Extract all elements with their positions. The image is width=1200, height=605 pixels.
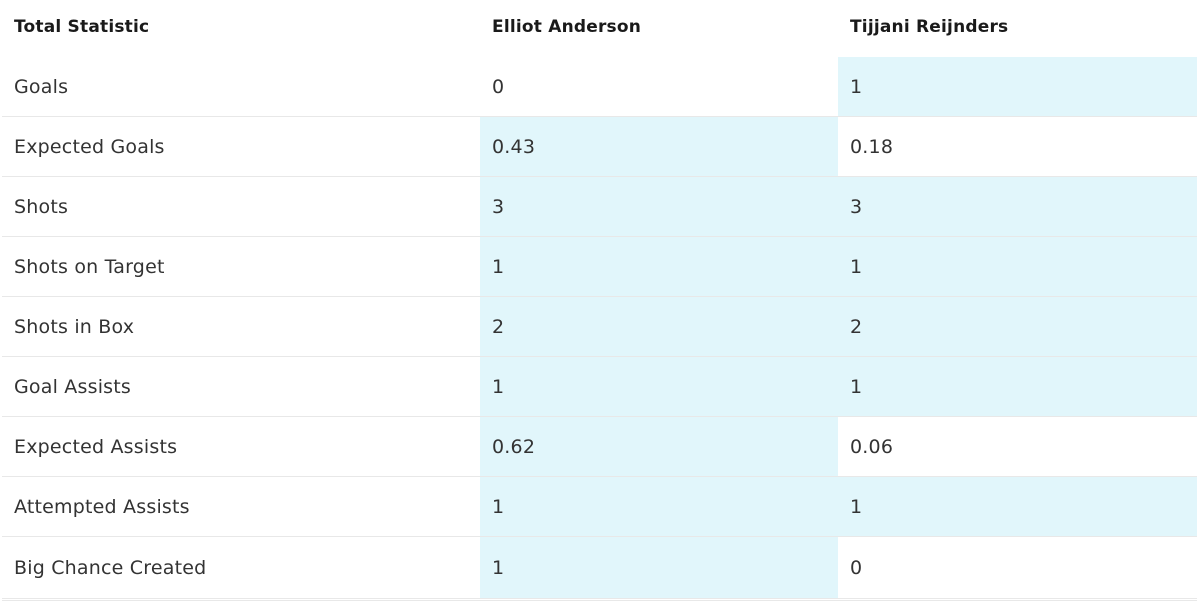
player-a-value: 0: [492, 76, 505, 98]
table-row: Shots 3 3: [2, 177, 1197, 237]
player-b-value: 0.18: [850, 136, 894, 158]
stat-label: Shots: [14, 196, 69, 218]
player-b-value: 2: [838, 297, 1197, 356]
stat-label: Goals: [14, 76, 69, 98]
table-row: Attempted Assists 1 1: [2, 477, 1197, 537]
player-a-value: 1: [480, 357, 838, 416]
table-header-row: Total Statistic Elliot Anderson Tijjani …: [2, 0, 1197, 57]
table-row: Shots on Target 1 1: [2, 237, 1197, 297]
player-b-value: 1: [838, 357, 1197, 416]
player-b-value: 1: [838, 237, 1197, 296]
table-row: Expected Assists 0.62 0.06: [2, 417, 1197, 477]
stat-label: Shots in Box: [14, 316, 135, 338]
header-total-statistic: Total Statistic: [14, 17, 150, 37]
player-a-value: 0.62: [480, 417, 838, 476]
player-a-value: 0.43: [480, 117, 838, 176]
stat-label: Goal Assists: [14, 376, 132, 398]
table-row: Big Chance Created 1 0: [2, 537, 1197, 599]
player-a-value: 2: [480, 297, 838, 356]
stat-label: Expected Goals: [14, 136, 165, 158]
player-b-value: 3: [838, 177, 1197, 236]
table-row: Expected Goals 0.43 0.18: [2, 117, 1197, 177]
stat-label: Expected Assists: [14, 436, 178, 458]
header-player-b: Tijjani Reijnders: [850, 17, 1009, 37]
table-row: Shots in Box 2 2: [2, 297, 1197, 357]
table-row: Goal Assists 1 1: [2, 357, 1197, 417]
header-player-a: Elliot Anderson: [492, 17, 642, 37]
player-b-value: 0.06: [850, 436, 894, 458]
stat-label: Shots on Target: [14, 256, 165, 278]
player-b-value: 1: [838, 477, 1197, 536]
player-b-value: 1: [838, 57, 1197, 116]
player-a-value: 3: [480, 177, 838, 236]
player-a-value: 1: [480, 237, 838, 296]
player-a-value: 1: [480, 477, 838, 536]
table-row: Goals 0 1: [2, 57, 1197, 117]
player-a-value: 1: [480, 537, 838, 598]
stat-label: Attempted Assists: [14, 496, 190, 518]
stat-label: Big Chance Created: [14, 557, 207, 579]
row-divider: [2, 600, 1197, 601]
player-b-value: 0: [850, 557, 863, 579]
